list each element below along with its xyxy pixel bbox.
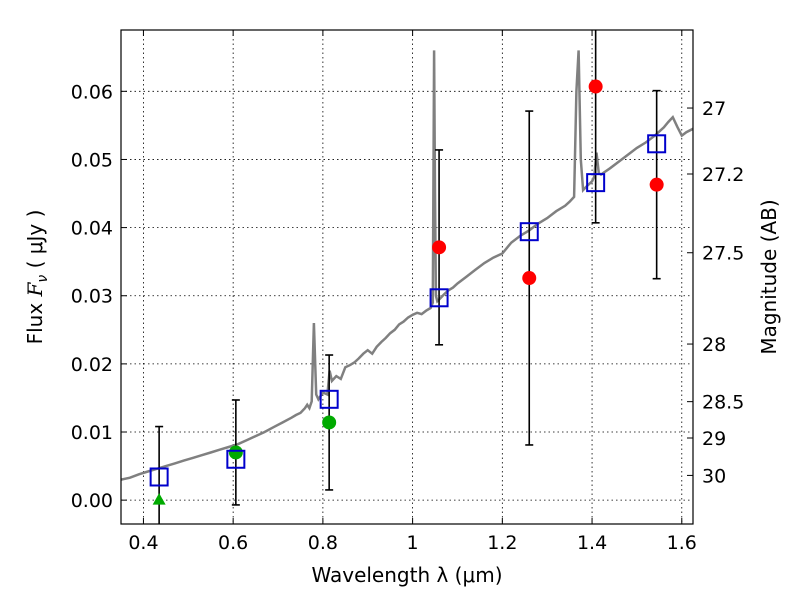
y-tick-label: 0.00 [71,490,113,512]
mag-tick-label: 27.2 [702,164,744,186]
observed-photometry-points [152,79,664,505]
plot-area [121,30,693,524]
magnitude-tick-labels: 27 27.2 27.5 28 28.5 29 30 [702,98,744,487]
x-tick-labels: 0.4 0.6 0.8 1 1.2 1.4 1.6 [128,532,697,554]
x-tick-label: 1.2 [487,532,517,554]
y-axis-label: Flux Fν ( μJy ) [23,210,51,345]
mag-tick-label: 28 [702,334,726,356]
observed-flux-marker [432,240,447,255]
mag-tick-label: 30 [702,465,726,487]
y-tick-label: 0.02 [71,354,113,376]
observed-flux-marker [322,415,337,430]
y-axis-label-symbol: F [23,281,47,297]
model-flux-square [319,389,339,409]
y2-axis-label: Magnitude (AB) [757,199,781,354]
y-tick-labels: 0.00 0.01 0.02 0.03 0.04 0.05 0.06 [71,81,113,512]
error-bars [155,30,661,524]
model-flux-square [647,134,667,154]
model-photometry-squares [149,134,667,487]
observed-flux-marker [588,79,603,94]
model-flux-square [586,173,606,193]
observed-flux-marker [649,177,664,192]
x-axis-label: Wavelength λ (μm) [311,563,502,587]
model-flux-square [226,449,246,469]
grid-lines [121,30,693,524]
model-flux-square [429,288,449,308]
x-tick-label: 1.4 [577,532,607,554]
y-axis-label-prefix: Flux [23,296,47,344]
observed-flux-marker [228,445,243,460]
mag-tick-label: 29 [702,428,726,450]
y-tick-label: 0.06 [71,81,113,103]
y-tick-label: 0.01 [71,422,113,444]
model-flux-square [519,222,539,242]
axis-ticks [121,30,693,524]
x-tick-label: 1.6 [667,532,697,554]
model-spectrum-line [121,50,693,481]
y-tick-label: 0.05 [71,149,113,171]
x-tick-label: 0.4 [128,532,158,554]
y-tick-label: 0.04 [71,218,113,240]
upper-limit-triangle-marker [152,493,166,505]
mag-tick-label: 27 [702,98,726,120]
y-axis-label-subscript: ν [35,275,51,283]
plot-frame [120,29,694,525]
mag-tick-label: 28.5 [702,392,744,414]
y-axis-label-units: ( μJy ) [23,210,47,275]
x-tick-label: 0.8 [308,532,338,554]
observed-flux-marker [522,271,537,286]
y-tick-label: 0.03 [71,286,113,308]
x-tick-label: 0.6 [218,532,248,554]
mag-tick-label: 27.5 [702,243,744,265]
model-flux-square [149,467,169,487]
x-tick-label: 1 [407,532,419,554]
